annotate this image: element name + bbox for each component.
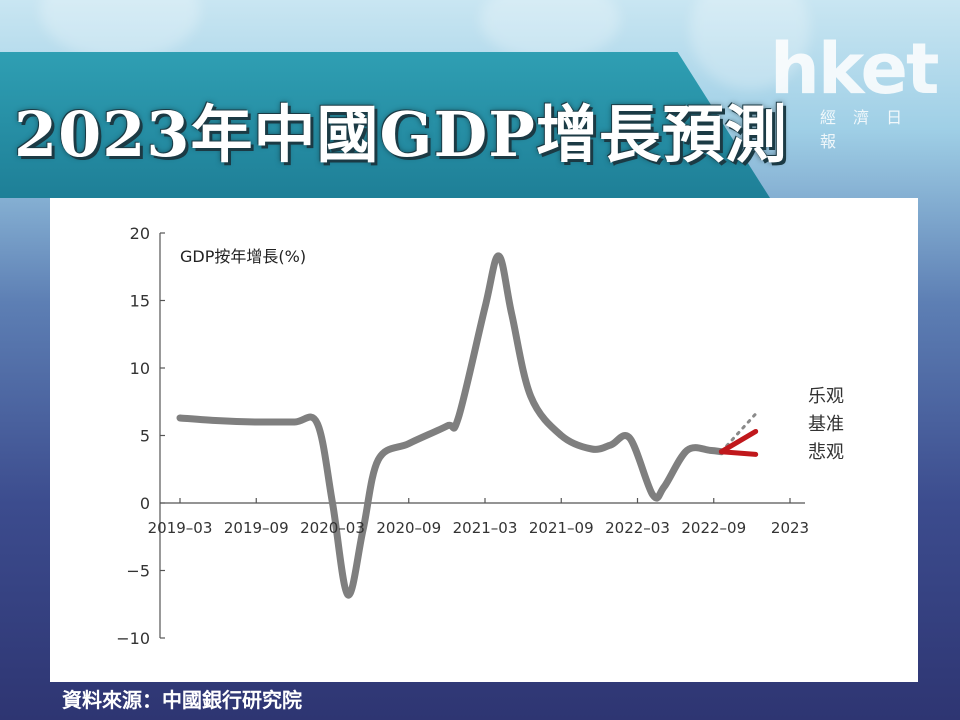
scenario-label: 基准 bbox=[808, 414, 844, 435]
x-tick-label: 2021–03 bbox=[453, 519, 518, 537]
page-title: 2023年中國GDP增長預測 bbox=[14, 98, 788, 171]
y-tick-label: 15 bbox=[130, 292, 150, 311]
y-tick-label: 20 bbox=[130, 224, 150, 243]
title-banner bbox=[0, 52, 770, 198]
chart-axes bbox=[159, 232, 805, 639]
y-tick-label: −10 bbox=[116, 629, 150, 648]
x-tick-label: 2023 bbox=[771, 519, 809, 537]
y-tick-label: 0 bbox=[140, 494, 150, 513]
chart-labels: 20 15 10 5 0 −5 −10 2019–03 2019–09 2020–03 2020–0… bbox=[116, 224, 844, 648]
logo-subtext: 經 濟 日 報 bbox=[820, 108, 909, 151]
y-axis-label: GDP按年增長(%) bbox=[180, 247, 306, 266]
x-tick-label: 2022–09 bbox=[681, 519, 746, 537]
y-tick-label: 10 bbox=[130, 359, 150, 378]
scenario-label: 乐观 bbox=[808, 386, 844, 407]
chart-series bbox=[176, 252, 759, 599]
scenario-line bbox=[719, 412, 758, 454]
y-tick-label: −5 bbox=[126, 562, 150, 581]
x-tick-label: 2019–09 bbox=[224, 519, 289, 537]
x-tick-label: 2022–03 bbox=[605, 519, 670, 537]
logo-text: hket bbox=[770, 28, 939, 110]
hket-logo: hket 經 濟 日 報 bbox=[770, 28, 940, 151]
data-source: 資料來源：中國銀行研究院 bbox=[62, 688, 302, 712]
x-tick-label: 2020–03 bbox=[300, 519, 365, 537]
x-tick-label: 2019–03 bbox=[148, 519, 213, 537]
x-tick-label: 2021–09 bbox=[529, 519, 594, 537]
scenario-label: 悲观 bbox=[808, 442, 844, 463]
y-tick-label: 5 bbox=[140, 427, 150, 446]
gdp-growth-line bbox=[176, 252, 725, 599]
scenario-line bbox=[718, 428, 759, 455]
x-tick-label: 2020–09 bbox=[376, 519, 441, 537]
scenario-line bbox=[718, 449, 759, 457]
